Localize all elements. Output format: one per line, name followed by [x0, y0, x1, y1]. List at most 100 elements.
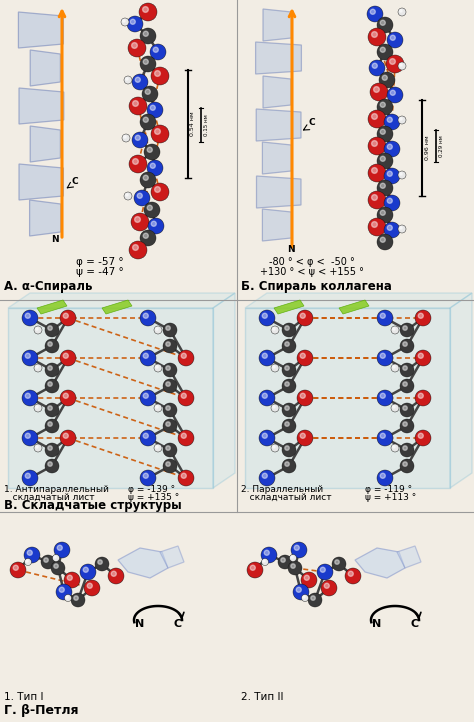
Circle shape [285, 462, 289, 466]
Circle shape [48, 366, 52, 370]
Circle shape [64, 572, 80, 588]
Polygon shape [19, 88, 64, 124]
Polygon shape [256, 176, 301, 208]
Circle shape [297, 390, 313, 406]
Circle shape [300, 313, 305, 318]
Polygon shape [255, 42, 301, 74]
Polygon shape [118, 548, 168, 578]
Circle shape [143, 233, 148, 238]
Circle shape [262, 433, 267, 438]
Circle shape [155, 365, 158, 368]
Circle shape [335, 560, 339, 565]
Circle shape [377, 153, 393, 169]
Circle shape [147, 147, 152, 152]
Circle shape [282, 419, 296, 433]
Polygon shape [30, 50, 60, 86]
Circle shape [291, 542, 307, 558]
Circle shape [131, 213, 149, 231]
Circle shape [126, 77, 128, 80]
Circle shape [64, 594, 72, 601]
Circle shape [129, 241, 147, 259]
Circle shape [129, 97, 147, 115]
Polygon shape [18, 12, 64, 48]
Circle shape [132, 74, 148, 90]
Circle shape [273, 365, 275, 368]
Circle shape [155, 129, 160, 134]
Circle shape [45, 403, 59, 417]
Polygon shape [37, 300, 67, 314]
Circle shape [403, 445, 407, 451]
Circle shape [368, 164, 386, 182]
Circle shape [301, 594, 309, 601]
Circle shape [301, 572, 317, 588]
Circle shape [418, 313, 423, 318]
Circle shape [181, 433, 186, 438]
Circle shape [34, 326, 42, 334]
Circle shape [143, 31, 148, 36]
Circle shape [74, 596, 78, 600]
Circle shape [130, 19, 135, 25]
Polygon shape [29, 200, 61, 236]
Circle shape [370, 83, 388, 101]
Circle shape [418, 393, 423, 399]
Circle shape [282, 443, 296, 457]
Circle shape [391, 364, 399, 372]
Polygon shape [8, 293, 235, 308]
Circle shape [140, 310, 156, 326]
Circle shape [304, 575, 310, 580]
Text: складчатый лист: складчатый лист [4, 493, 95, 502]
Text: φ = -139 °: φ = -139 ° [128, 485, 175, 494]
Circle shape [63, 353, 68, 358]
Circle shape [300, 393, 305, 399]
Circle shape [54, 542, 70, 558]
Circle shape [285, 382, 289, 386]
Circle shape [134, 190, 150, 206]
Circle shape [151, 221, 156, 226]
Circle shape [372, 64, 377, 69]
Circle shape [387, 87, 403, 103]
Circle shape [48, 462, 52, 466]
Text: φ = -119 °: φ = -119 ° [365, 485, 412, 494]
Polygon shape [263, 209, 292, 241]
Circle shape [418, 353, 423, 358]
Circle shape [387, 32, 403, 48]
Circle shape [48, 445, 52, 451]
Circle shape [259, 310, 275, 326]
Circle shape [54, 556, 56, 558]
Circle shape [418, 433, 423, 438]
Circle shape [155, 406, 158, 408]
Circle shape [294, 545, 299, 550]
Circle shape [380, 47, 385, 52]
Circle shape [398, 225, 406, 233]
Circle shape [398, 116, 406, 124]
Circle shape [60, 390, 76, 406]
Circle shape [147, 160, 163, 176]
Circle shape [25, 313, 30, 318]
Circle shape [308, 593, 322, 607]
Circle shape [400, 227, 402, 229]
Circle shape [273, 406, 275, 408]
Circle shape [181, 393, 186, 399]
Circle shape [140, 172, 156, 188]
Circle shape [63, 393, 68, 399]
Circle shape [303, 596, 305, 598]
Circle shape [87, 583, 92, 588]
Circle shape [415, 390, 431, 406]
Circle shape [154, 364, 162, 372]
Circle shape [391, 444, 399, 452]
Circle shape [324, 583, 329, 588]
Circle shape [121, 18, 129, 26]
Circle shape [154, 444, 162, 452]
Circle shape [140, 350, 156, 366]
Text: ψ = -47 °: ψ = -47 ° [76, 267, 124, 277]
Circle shape [377, 44, 393, 60]
Circle shape [148, 218, 164, 234]
Circle shape [45, 459, 59, 473]
Circle shape [143, 117, 148, 122]
Text: -80 ° < φ <  -50 °: -80 ° < φ < -50 ° [269, 257, 355, 267]
Circle shape [374, 87, 379, 92]
Circle shape [132, 132, 148, 148]
Circle shape [124, 192, 132, 200]
Circle shape [178, 430, 194, 446]
Circle shape [135, 217, 140, 222]
